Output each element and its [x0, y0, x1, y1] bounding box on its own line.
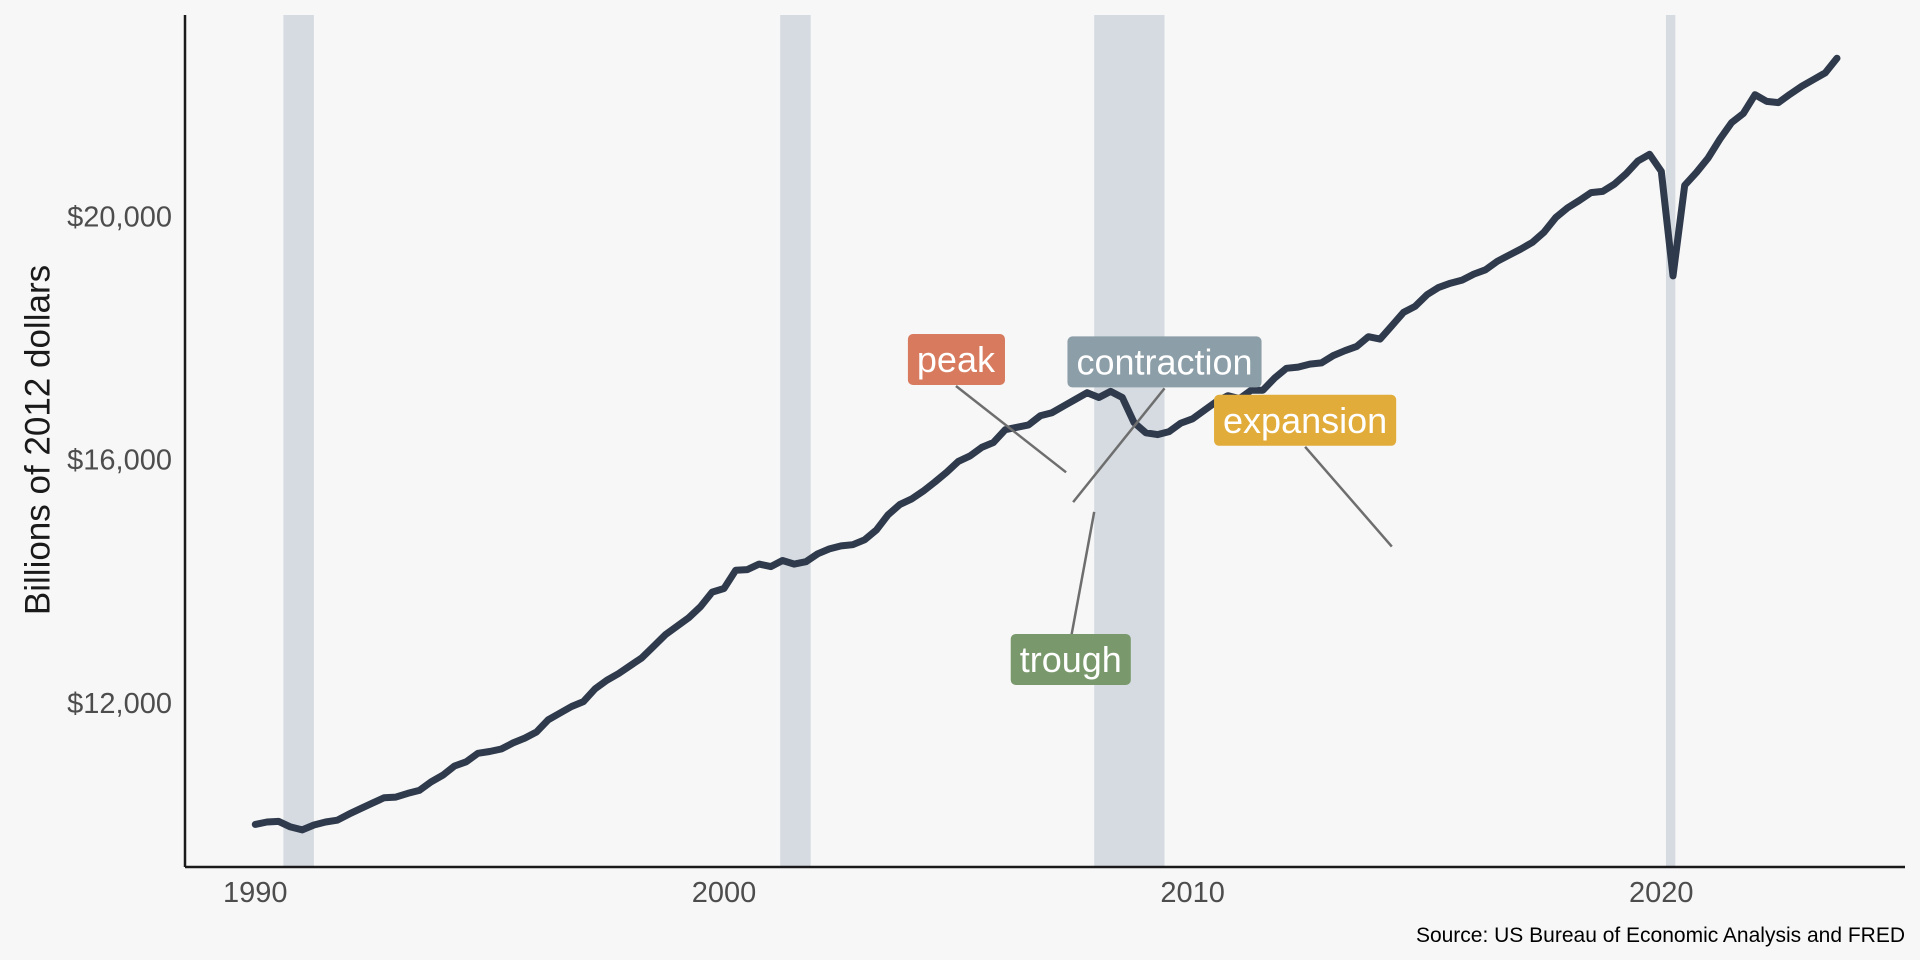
- annotation-expansion-label: expansion: [1223, 400, 1387, 441]
- annotation-contraction-box: [1067, 336, 1262, 388]
- annotation-trough: trough: [1010, 633, 1131, 685]
- series-layer: [251, 54, 1841, 834]
- y-tick-label: $16,000: [67, 445, 172, 477]
- y-tick-label: $12,000: [67, 688, 172, 720]
- annotation-contraction: contraction: [1067, 336, 1262, 388]
- annotation-expansion-box: [1214, 394, 1397, 446]
- x-tick-label: 2020: [1629, 877, 1694, 909]
- annotation-peak-box: [907, 333, 1005, 385]
- annotations: peak contraction trough expansion: [907, 333, 1397, 685]
- x-tick-label: 2010: [1160, 877, 1225, 909]
- recession-band: [1665, 15, 1676, 867]
- annotation-trough-label: trough: [1020, 639, 1122, 680]
- annotation-contraction-label: contraction: [1076, 341, 1252, 382]
- recession-band: [1094, 15, 1165, 867]
- annotation-peak: peak: [907, 333, 1005, 385]
- axes: [183, 15, 1905, 869]
- annotation-trough-leader: [1069, 511, 1096, 640]
- x-tick-label: 2000: [692, 877, 757, 909]
- recession-band: [283, 15, 314, 867]
- x-tick-labels: 1990 2000 2010 2020: [223, 877, 1694, 909]
- y-tick-labels: $12,000 $16,000 $20,000: [67, 201, 172, 720]
- annotation-expansion: expansion: [1214, 394, 1397, 446]
- recession-bands: [283, 15, 1676, 867]
- annotation-trough-box: [1010, 633, 1131, 685]
- annotation-contraction-leader: [1072, 387, 1166, 503]
- annotation-expansion-leader: [1304, 445, 1393, 548]
- gdp-series-line: [251, 54, 1841, 834]
- annotation-peak-leader: [955, 384, 1067, 474]
- y-axis-label: Billions of 2012 dollars: [18, 265, 57, 615]
- x-tick-label: 1990: [223, 877, 288, 909]
- source-note: Source: US Bureau of Economic Analysis a…: [1416, 924, 1905, 947]
- y-tick-label: $20,000: [67, 201, 172, 233]
- recession-band: [780, 15, 811, 867]
- annotation-peak-label: peak: [917, 339, 996, 380]
